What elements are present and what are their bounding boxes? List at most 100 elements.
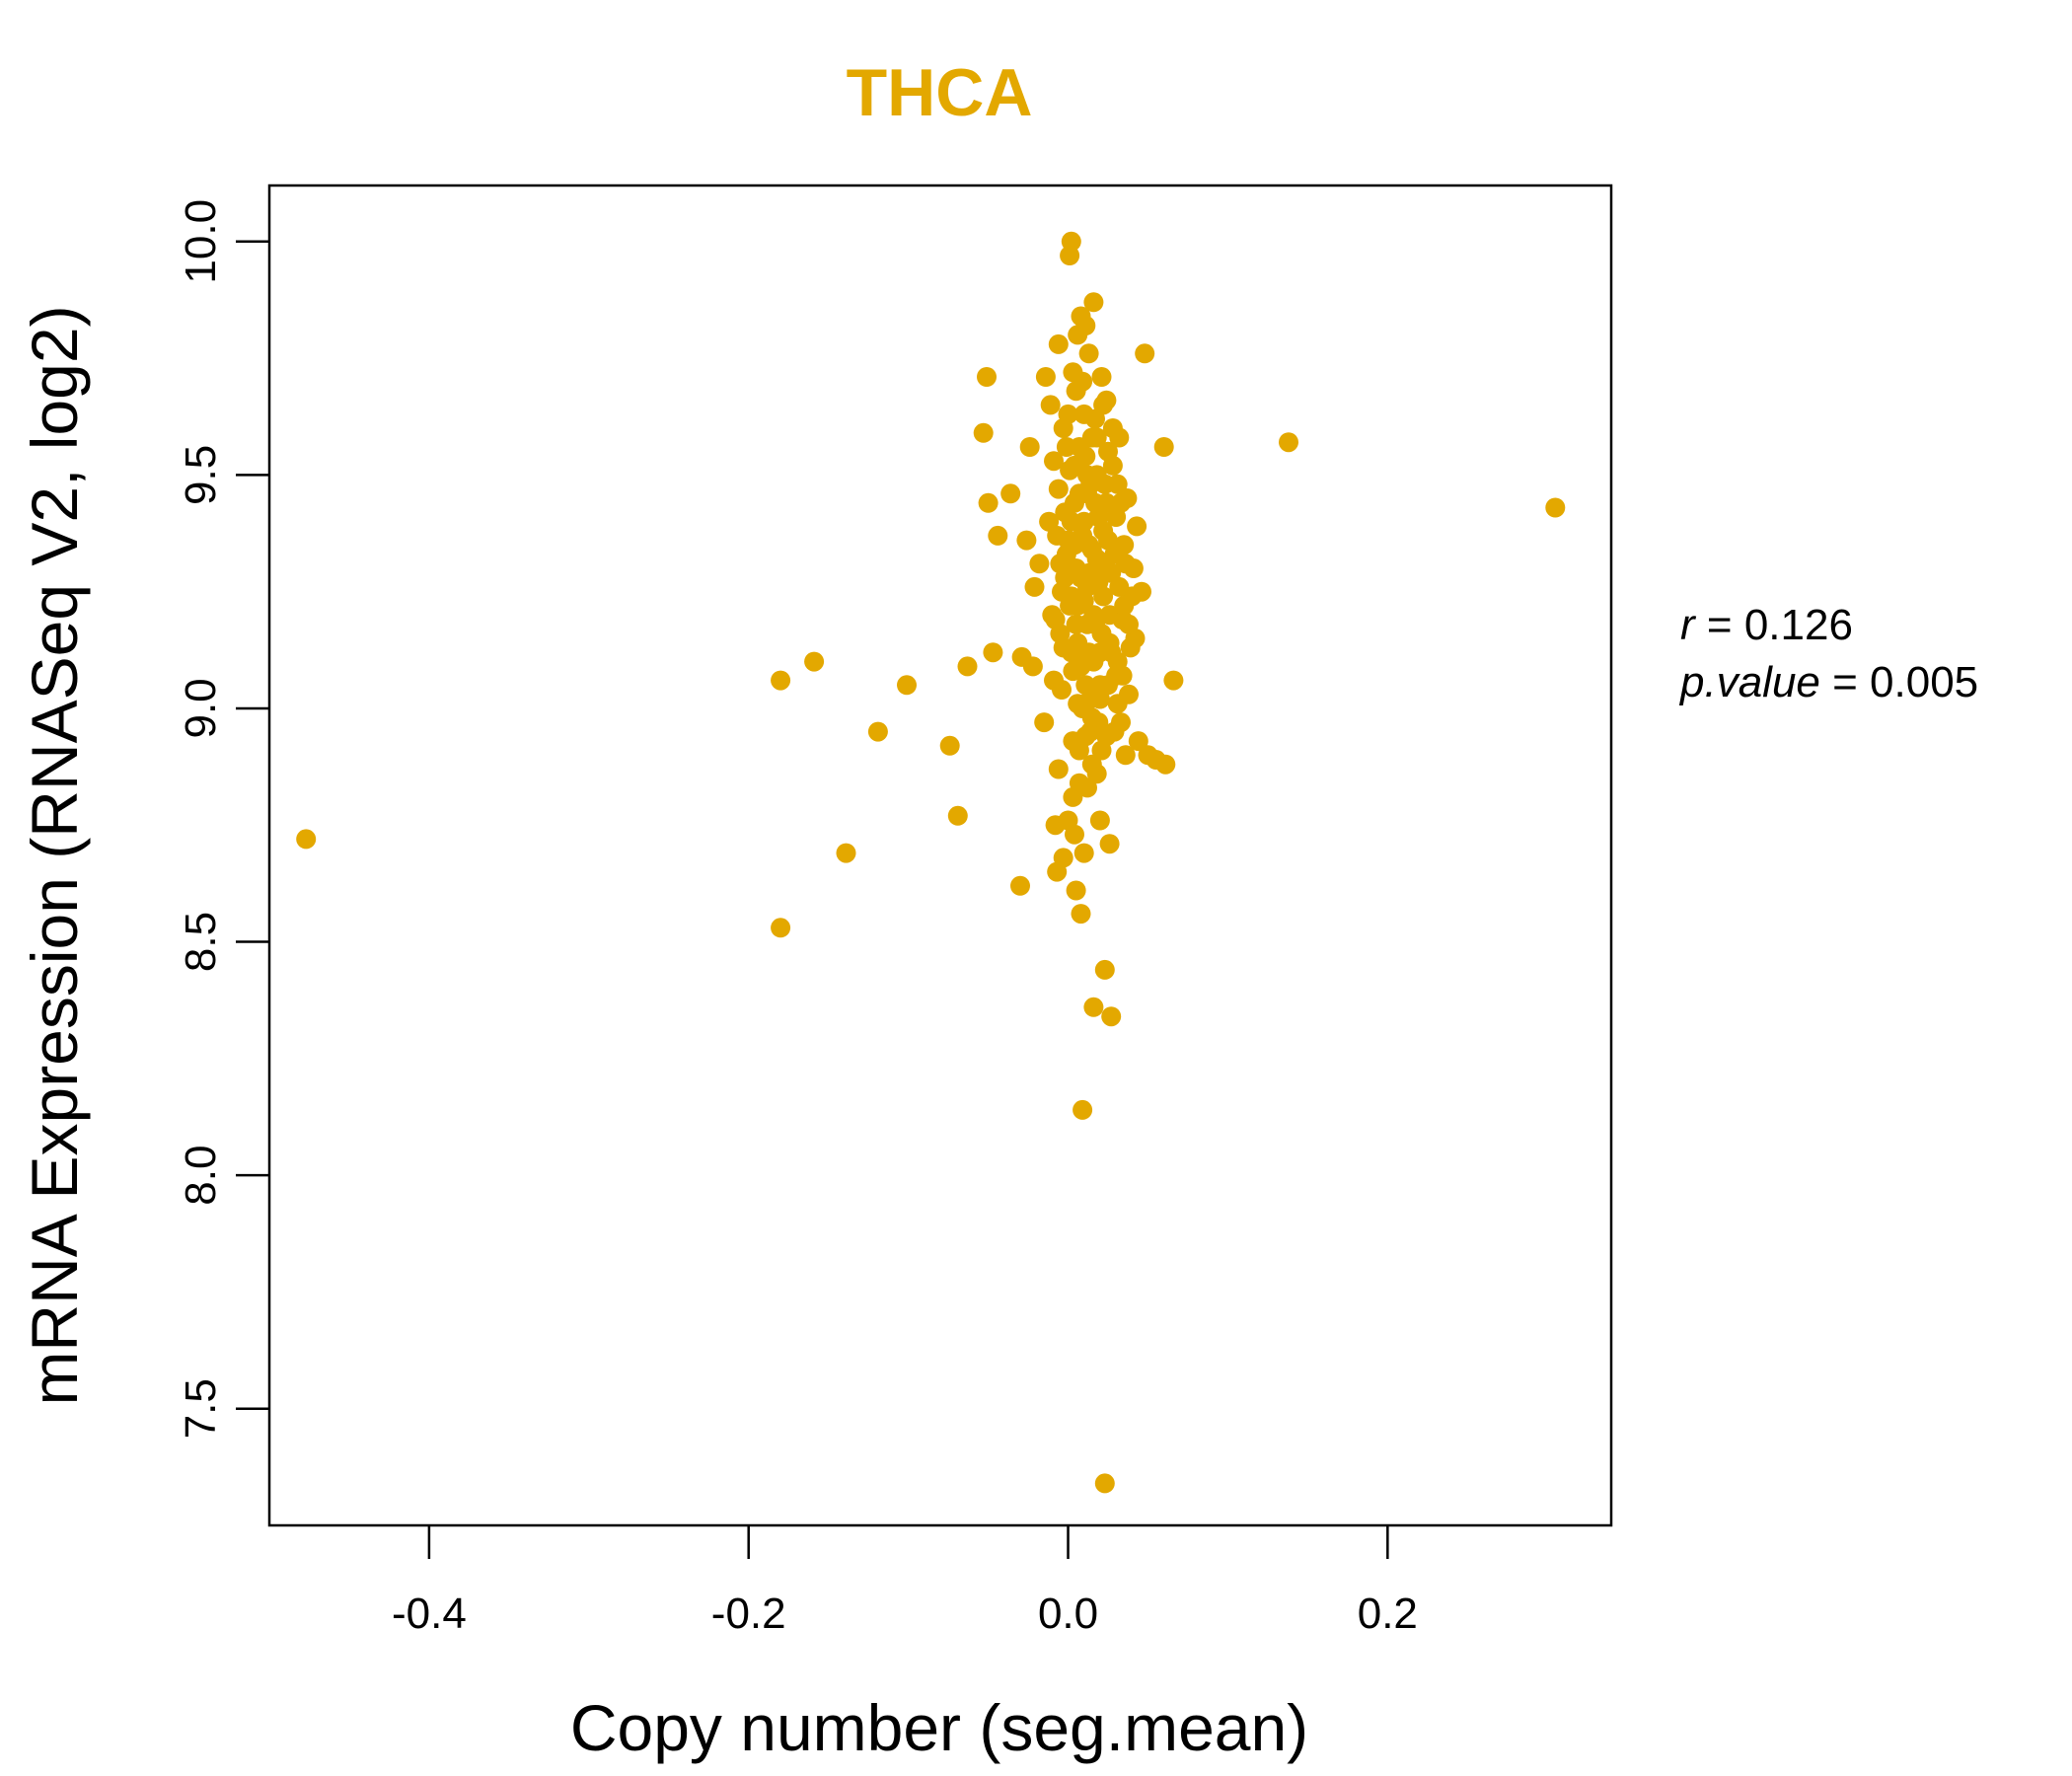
- y-tick-label: 8.5: [177, 912, 225, 972]
- data-point: [1135, 343, 1155, 364]
- data-point: [1083, 997, 1104, 1017]
- data-point: [1077, 576, 1097, 597]
- x-tick-label: 0.0: [1038, 1590, 1098, 1638]
- data-point: [977, 367, 997, 387]
- y-tick-label: 9.5: [177, 445, 225, 505]
- x-axis-label: Copy number (seg.mean): [570, 1691, 1308, 1764]
- data-point: [1083, 292, 1104, 313]
- data-point: [1077, 777, 1097, 798]
- data-point: [1102, 455, 1123, 476]
- data-point: [1010, 875, 1030, 896]
- data-point: [973, 422, 994, 443]
- data-point: [1073, 1099, 1093, 1120]
- y-axis: 7.5 8.0 8.5 9.0 9.5 10.0: [177, 199, 269, 1439]
- r-label: r: [1680, 601, 1697, 649]
- data-point: [983, 642, 1003, 663]
- data-point: [1047, 525, 1068, 546]
- data-point: [1069, 740, 1089, 761]
- data-point: [1101, 1006, 1122, 1027]
- data-point: [1035, 367, 1056, 387]
- p-value-stat: p.value = 0.005: [1678, 658, 1978, 706]
- data-point: [1109, 427, 1130, 448]
- data-point: [1034, 712, 1055, 733]
- data-point: [1081, 707, 1102, 728]
- data-point: [1127, 516, 1147, 537]
- r-stat: r = 0.126: [1680, 601, 1853, 649]
- data-point: [1066, 558, 1086, 578]
- data-point: [1093, 558, 1114, 578]
- data-point: [1083, 605, 1104, 626]
- data-point: [1120, 637, 1141, 658]
- y-tick-label: 7.5: [177, 1378, 225, 1439]
- data-point: [1048, 333, 1069, 354]
- data-point: [947, 805, 968, 826]
- data-point: [988, 525, 1008, 546]
- data-point: [1053, 637, 1073, 658]
- data-point: [1073, 843, 1094, 863]
- data-point: [978, 492, 999, 513]
- data-point: [1065, 824, 1084, 845]
- data-point: [1094, 474, 1115, 494]
- data-point: [1050, 554, 1071, 574]
- data-point: [1000, 483, 1021, 504]
- data-point: [1045, 610, 1066, 629]
- data-point: [1048, 759, 1069, 779]
- data-point: [1071, 904, 1091, 925]
- data-point: [1098, 530, 1118, 551]
- y-axis-label: mRNA Expression (RNASeq V2, log2): [18, 305, 91, 1405]
- data-point: [1029, 554, 1050, 574]
- correlation-stats: r = 0.126 p.value = 0.005: [1678, 601, 1978, 706]
- r-equals: =: [1695, 601, 1744, 649]
- p-value-value: 0.005: [1870, 658, 1978, 706]
- r-value: 0.126: [1744, 601, 1853, 649]
- data-point: [1089, 810, 1110, 831]
- x-axis: -0.4 -0.2 0.0 0.2: [392, 1525, 1418, 1638]
- p-value-label: p.value: [1678, 658, 1820, 706]
- data-point: [836, 843, 856, 863]
- data-point: [1107, 694, 1128, 714]
- p-equals: =: [1820, 658, 1870, 706]
- data-point: [1044, 670, 1064, 691]
- data-points: [296, 231, 1566, 1494]
- data-point: [1016, 530, 1037, 551]
- x-tick-label: -0.4: [392, 1590, 467, 1638]
- data-point: [1096, 390, 1117, 410]
- data-point: [1068, 694, 1088, 714]
- data-point: [804, 651, 825, 672]
- data-point: [1048, 479, 1069, 499]
- data-point: [1115, 554, 1136, 574]
- data-point: [1153, 437, 1174, 457]
- data-point: [1044, 451, 1064, 472]
- data-point: [1024, 576, 1045, 597]
- data-point: [1132, 581, 1151, 602]
- data-point: [1077, 465, 1097, 485]
- data-point: [1163, 670, 1184, 691]
- data-point: [1085, 408, 1105, 429]
- data-point: [1094, 959, 1115, 980]
- data-point: [1071, 656, 1091, 677]
- data-point: [1069, 483, 1089, 504]
- data-point: [1089, 675, 1110, 696]
- data-point: [1114, 535, 1135, 555]
- data-point: [897, 675, 917, 696]
- data-point: [1073, 371, 1093, 392]
- y-tick-label: 10.0: [177, 199, 225, 284]
- data-point: [1019, 437, 1040, 457]
- data-point: [1104, 721, 1125, 742]
- data-point: [1155, 754, 1176, 775]
- data-point: [1053, 848, 1073, 868]
- data-point: [1086, 764, 1107, 784]
- data-point: [1085, 492, 1105, 513]
- data-point: [867, 721, 888, 742]
- chart-title: THCA: [847, 55, 1033, 130]
- data-point: [1094, 1473, 1115, 1494]
- x-tick-label: 0.2: [1358, 1590, 1418, 1638]
- data-point: [1111, 492, 1131, 513]
- data-point: [1099, 834, 1120, 854]
- data-point: [1099, 605, 1120, 626]
- data-point: [1114, 595, 1135, 616]
- data-point: [1061, 511, 1081, 532]
- data-point: [1279, 432, 1298, 453]
